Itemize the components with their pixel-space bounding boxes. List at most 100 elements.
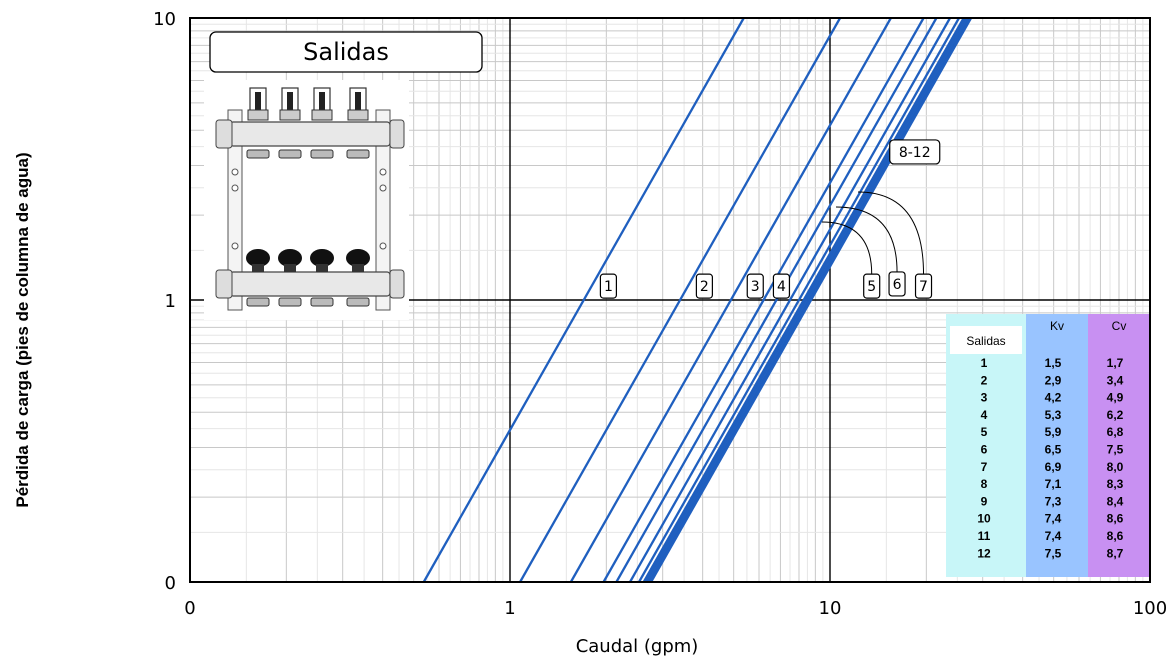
- manifold-illustration: [204, 80, 409, 320]
- curve-label-8-12: 8-12: [889, 139, 941, 165]
- curve-7: [637, 17, 960, 583]
- manifold-bracket-right: [375, 109, 391, 311]
- leader-line: [821, 221, 873, 275]
- curve-1: [422, 17, 745, 583]
- curve-label-6: 6: [888, 271, 906, 297]
- outlet-bottom: [346, 297, 370, 307]
- table-cell-salida: 10: [977, 512, 991, 526]
- curve-label-text: 6: [893, 277, 902, 293]
- table-cell-kv: 7,4: [1045, 512, 1062, 526]
- x-axis-label: Caudal (gpm): [576, 636, 699, 657]
- knob-bottom-stem: [284, 264, 296, 272]
- bracket-hole: [231, 242, 239, 250]
- table-cell-cv: 4,9: [1107, 391, 1124, 405]
- table-header-kv: Kv: [1050, 319, 1064, 333]
- curve-label-text: 1: [604, 279, 613, 295]
- knob-bottom: [246, 249, 270, 267]
- curve-label-7: 7: [914, 273, 933, 299]
- valve-top-indicator: [255, 92, 261, 110]
- table-cell-salida: 5: [981, 425, 988, 439]
- y-tick-label: 1: [165, 291, 176, 312]
- manifold-bar-top: [229, 121, 391, 147]
- curve-label-1: 1: [599, 273, 617, 299]
- table-col-cv: [1088, 314, 1150, 577]
- valve-top-nut: [347, 109, 369, 121]
- leader-line: [857, 191, 925, 275]
- table-cell-cv: 7,5: [1107, 443, 1124, 457]
- curve-label-5: 5: [863, 273, 881, 299]
- table-cell-salida: 12: [977, 546, 991, 560]
- table-col-salidas: [946, 314, 1026, 577]
- table-salidas-header-bg: [950, 326, 1022, 354]
- curve-label-box: [695, 273, 713, 299]
- curve-label-box: [746, 273, 764, 299]
- table-cell-kv: 4,2: [1045, 391, 1062, 405]
- leader-line: [835, 206, 898, 272]
- table-cell-kv: 7,4: [1045, 529, 1062, 543]
- bracket-hole: [379, 242, 387, 250]
- table-cell-salida: 4: [981, 408, 988, 422]
- inset-title: Salidas: [303, 38, 389, 66]
- table-header-cv: Cv: [1112, 319, 1127, 333]
- knob-bottom-stem: [252, 264, 264, 272]
- valve-top-indicator: [355, 92, 361, 110]
- table-cell-cv: 8,0: [1107, 460, 1124, 474]
- curve-5: [615, 17, 938, 583]
- curve-2: [519, 17, 842, 583]
- manifold-bar-bottom-end-right: [389, 269, 405, 299]
- manifold-bar-bottom: [229, 271, 391, 297]
- table-cell-salida: 6: [981, 443, 988, 457]
- table-cell-salida: 9: [981, 494, 988, 508]
- knob-bottom: [346, 249, 370, 267]
- y-axis-label: Pérdida de carga (pies de columna de agu…: [13, 152, 32, 507]
- manifold-bar-top-end-right: [389, 119, 405, 149]
- inset-title-box: Salidas: [209, 31, 483, 73]
- table-cell-cv: 6,2: [1107, 408, 1124, 422]
- knob-bottom: [310, 249, 334, 267]
- manifold-bracket-left: [227, 109, 243, 311]
- curve-label-box: [772, 273, 791, 299]
- table-cell-cv: 8,7: [1107, 546, 1124, 560]
- curve-9: [644, 17, 968, 583]
- table-cell-kv: 5,3: [1045, 408, 1062, 422]
- outlet-top: [278, 149, 302, 159]
- table-cell-salida: 2: [981, 373, 988, 387]
- valve-top-indicator: [319, 92, 325, 110]
- curve-labels: 1 2 3 4 5 6 7 8-12: [599, 139, 941, 299]
- y-tick-label: 0: [165, 573, 176, 594]
- curves: [422, 17, 972, 583]
- table-cell-kv: 7,5: [1045, 546, 1062, 560]
- table-cell-salida: 7: [981, 460, 988, 474]
- table-header-salidas: Salidas: [966, 334, 1005, 348]
- curve-label-text: 4: [777, 279, 786, 295]
- outlet-bottom: [246, 297, 270, 307]
- table-cell-kv: 6,9: [1045, 460, 1062, 474]
- table-cell-cv: 6,8: [1107, 425, 1124, 439]
- outlet-top: [310, 149, 334, 159]
- x-tick-label: 10: [819, 598, 842, 619]
- outlet-bottom: [278, 297, 302, 307]
- plot-frame: [189, 17, 1151, 583]
- table-cell-kv: 2,9: [1045, 373, 1062, 387]
- bracket-hole: [379, 184, 387, 192]
- bracket-hole: [231, 168, 239, 176]
- table-cell-cv: 1,7: [1107, 356, 1124, 370]
- outlet-top: [346, 149, 370, 159]
- curve-6: [629, 17, 952, 583]
- table-cell-cv: 3,4: [1107, 373, 1124, 387]
- y-tick-label: 10: [153, 9, 176, 30]
- valve-top-nut: [247, 109, 269, 121]
- curve-label-3: 3: [746, 273, 764, 299]
- curve-label-text: 8-12: [899, 145, 931, 161]
- curve-label-box: [599, 273, 617, 299]
- valve-top-nut: [311, 109, 333, 121]
- bracket-hole: [379, 168, 387, 176]
- curve-label-2: 2: [695, 273, 713, 299]
- manifold-bar-bottom-end-left: [215, 269, 233, 299]
- curve-label-4: 4: [772, 273, 791, 299]
- curve-12: [649, 17, 972, 583]
- table-cell-cv: 8,4: [1107, 494, 1124, 508]
- curve-label-text: 2: [700, 279, 709, 295]
- outlet-top: [246, 149, 270, 159]
- table-cell-salida: 11: [978, 529, 991, 543]
